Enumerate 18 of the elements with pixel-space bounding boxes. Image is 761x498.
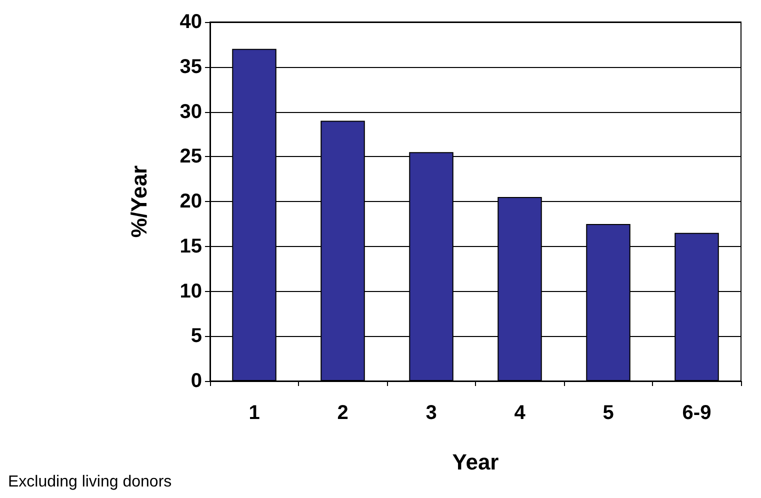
- y-tick-label: 35: [180, 56, 202, 78]
- y-axis-title: %/Year: [126, 164, 152, 238]
- x-axis-title: Year: [452, 450, 500, 474]
- x-tick-label: 4: [514, 402, 526, 424]
- y-tick-label: 30: [180, 100, 202, 123]
- x-tick-label: 2: [337, 402, 348, 424]
- y-tick-label: 15: [180, 235, 202, 258]
- y-tick-label: 25: [180, 146, 202, 168]
- y-tick-label: 40: [180, 11, 202, 33]
- y-tick-label: 5: [190, 325, 202, 348]
- text: Excluding living donors: [8, 474, 172, 490]
- x-tick-label: 1: [248, 402, 260, 424]
- y-tick-label: 20: [180, 190, 202, 212]
- y-tick-label: 10: [180, 280, 202, 302]
- x-tick-label: 6-9: [682, 402, 712, 424]
- x-tick-label: 3: [426, 402, 437, 424]
- x-tick-label: 5: [602, 402, 614, 424]
- y-tick-label: 0: [190, 370, 202, 392]
